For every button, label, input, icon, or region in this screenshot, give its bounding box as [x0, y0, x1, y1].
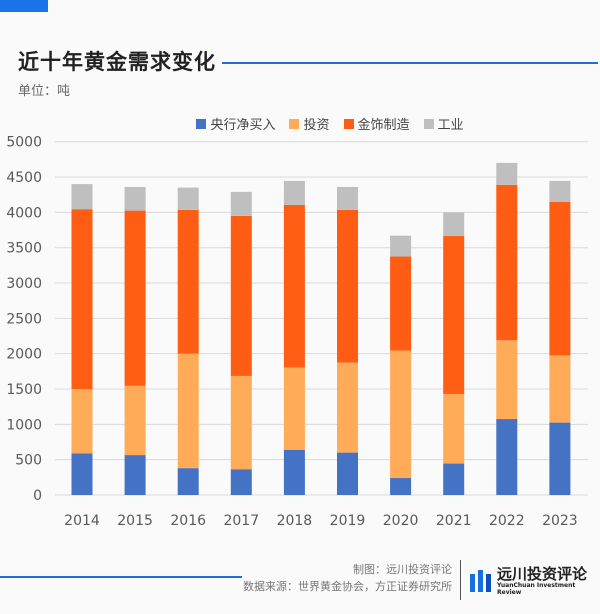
bar-segment-2017-3 — [230, 191, 252, 216]
legend: 央行净买入 投资 金饰制造 工业 — [0, 114, 600, 133]
bar-segment-2020-0 — [390, 478, 412, 495]
bar-segment-2018-1 — [283, 367, 305, 450]
bar-segment-2017-2 — [230, 215, 252, 376]
bar-segment-2020-1 — [390, 350, 412, 479]
bar-segment-2021-1 — [443, 393, 465, 464]
legend-item-jewelry: 金饰制造 — [343, 114, 410, 133]
bar-segment-2019-2 — [337, 209, 358, 363]
bar-segment-2021-2 — [443, 236, 465, 394]
brand-accent-bar — [0, 0, 48, 12]
bar-segment-2019-3 — [337, 186, 358, 210]
bar-segment-2021-3 — [443, 212, 465, 237]
x-tick-label: 2020 — [383, 513, 419, 529]
logo-icon — [470, 570, 491, 592]
y-tick-label: 500 — [15, 453, 42, 469]
bar-segment-2016-3 — [177, 187, 199, 210]
legend-item-central-bank: 央行净买入 — [196, 114, 275, 133]
chart-title: 近十年黄金需求变化 — [18, 50, 216, 74]
y-tick-label: 4500 — [6, 170, 42, 186]
bar-segment-2014-1 — [71, 389, 93, 454]
logo: 远川投资评论 YuanChuan Investment Review — [470, 566, 600, 596]
x-tick-label: 2021 — [436, 513, 472, 529]
bar-segment-2014-0 — [71, 453, 93, 495]
x-tick-label: 2015 — [117, 513, 153, 529]
bar-segment-2015-3 — [124, 186, 146, 211]
bar-segment-2023-3 — [549, 180, 571, 202]
bar-segment-2016-2 — [177, 209, 199, 354]
legend-item-investment: 投资 — [289, 114, 330, 133]
x-tick-label: 2016 — [170, 513, 206, 529]
data-source: 数据来源：世界黄金协会，方正证券研究所 — [243, 580, 452, 593]
bar-segment-2022-3 — [496, 162, 518, 185]
bar-segment-2022-1 — [496, 340, 518, 420]
y-tick-label: 2500 — [6, 311, 42, 327]
bar-segment-2019-0 — [337, 452, 358, 495]
x-tick-label: 2019 — [330, 513, 366, 529]
x-tick-label: 2022 — [489, 513, 525, 529]
bar-segment-2018-2 — [283, 204, 305, 368]
title-rule — [222, 62, 598, 64]
footer-divider — [460, 560, 461, 600]
legend-label: 工业 — [437, 118, 464, 133]
x-tick-label: 2018 — [277, 513, 313, 529]
legend-swatch — [423, 118, 434, 129]
y-tick-label: 5000 — [6, 135, 42, 151]
legend-swatch — [343, 118, 354, 129]
x-tick-label: 2014 — [64, 513, 100, 529]
unit-label: 单位：吨 — [18, 84, 71, 99]
bar-segment-2020-2 — [390, 256, 412, 351]
y-tick-label: 1000 — [6, 417, 42, 433]
bar-segment-2015-0 — [124, 455, 146, 495]
legend-label: 投资 — [303, 118, 330, 133]
y-tick-label: 4000 — [6, 205, 42, 221]
legend-item-industry: 工业 — [423, 114, 464, 133]
bar-segment-2023-1 — [549, 355, 571, 423]
bar-segment-2014-2 — [71, 209, 93, 390]
x-tick-label: 2023 — [542, 513, 578, 529]
y-tick-label: 2000 — [6, 347, 42, 363]
bar-segment-2019-1 — [337, 362, 358, 453]
bar-segment-2018-0 — [283, 449, 305, 495]
bar-segment-2015-1 — [124, 385, 146, 456]
x-tick-label: 2017 — [223, 513, 259, 529]
bar-segment-2023-0 — [549, 422, 571, 495]
credits: 制图：远川投资评论 数据来源：世界黄金协会，方正证券研究所 — [243, 561, 452, 595]
legend-swatch — [289, 118, 300, 129]
bar-segment-2016-1 — [177, 353, 199, 469]
footer-rule — [0, 576, 242, 578]
logo-english: YuanChuan Investment Review — [497, 582, 576, 596]
bar-segment-2016-0 — [177, 468, 199, 495]
bar-segment-2017-0 — [230, 469, 252, 495]
bar-segment-2017-1 — [230, 375, 252, 470]
bar-segment-2015-2 — [124, 210, 146, 386]
bar-segment-2022-2 — [496, 184, 518, 341]
bar-segment-2020-3 — [390, 235, 412, 257]
legend-swatch — [196, 118, 207, 129]
y-tick-label: 1500 — [6, 382, 42, 398]
legend-label: 央行净买入 — [210, 118, 276, 133]
bar-segment-2021-0 — [443, 463, 465, 495]
logo-name: 远川投资评论 — [497, 565, 588, 583]
stacked-bar-chart: 0 500 1000 1500 2000 2500 3000 3500 4000 4500 5000… — [6, 135, 588, 529]
legend-label: 金饰制造 — [357, 118, 410, 133]
y-tick-label: 0 — [33, 488, 42, 504]
bar-segment-2014-3 — [71, 184, 93, 210]
bar-segment-2022-0 — [496, 419, 518, 495]
made-by: 制图：远川投资评论 — [353, 563, 452, 576]
y-tick-label: 3000 — [6, 276, 42, 292]
bar-segment-2023-2 — [549, 201, 571, 356]
bar-segment-2018-3 — [283, 180, 305, 205]
y-tick-label: 3500 — [6, 241, 42, 257]
